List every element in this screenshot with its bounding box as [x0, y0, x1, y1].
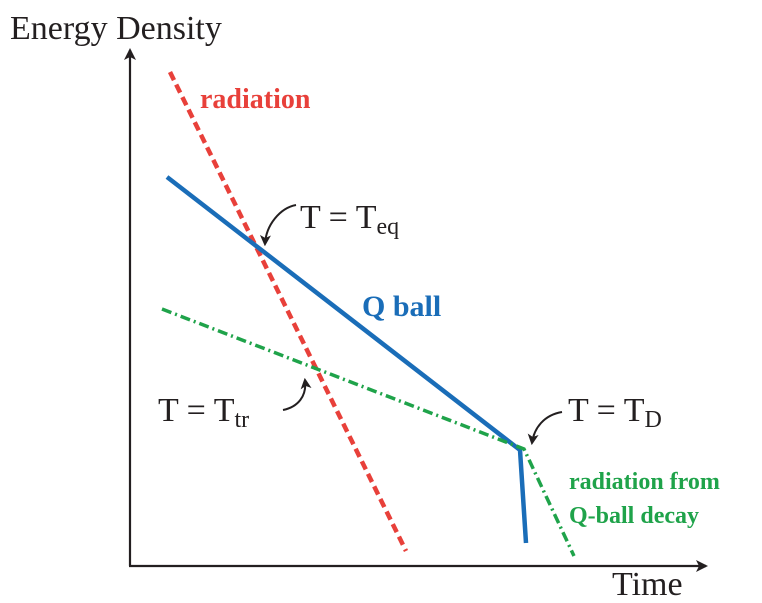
radiation-label: radiation: [200, 84, 311, 115]
decay-radiation-label-line2: Q-ball decay: [569, 503, 699, 529]
x-axis-label: Time: [612, 566, 683, 603]
qball-label: Q ball: [362, 290, 441, 323]
t-d-annotation: T = TD: [568, 392, 662, 433]
decay-radiation-line: [161, 307, 576, 557]
radiation-line: [167, 71, 409, 552]
t-eq-annotation: T = Teq: [300, 199, 399, 240]
t-tr-prefix: T = T: [158, 392, 235, 429]
decay-radiation-label-line1: radiation from: [569, 469, 720, 495]
t-tr-annotation: T = Ttr: [158, 392, 249, 433]
t-d-prefix: T = T: [568, 392, 645, 429]
t-eq-prefix: T = T: [300, 199, 377, 236]
t-d-pointer-arrow: [527, 411, 563, 446]
t-eq-pointer-arrow: [259, 204, 297, 247]
t-d-subscript: D: [644, 407, 661, 433]
t-tr-pointer-arrow: [282, 377, 312, 411]
y-axis-label: Energy Density: [10, 10, 222, 47]
t-tr-subscript: tr: [234, 407, 249, 433]
qball-line: [165, 175, 529, 544]
t-eq-subscript: eq: [376, 214, 399, 240]
